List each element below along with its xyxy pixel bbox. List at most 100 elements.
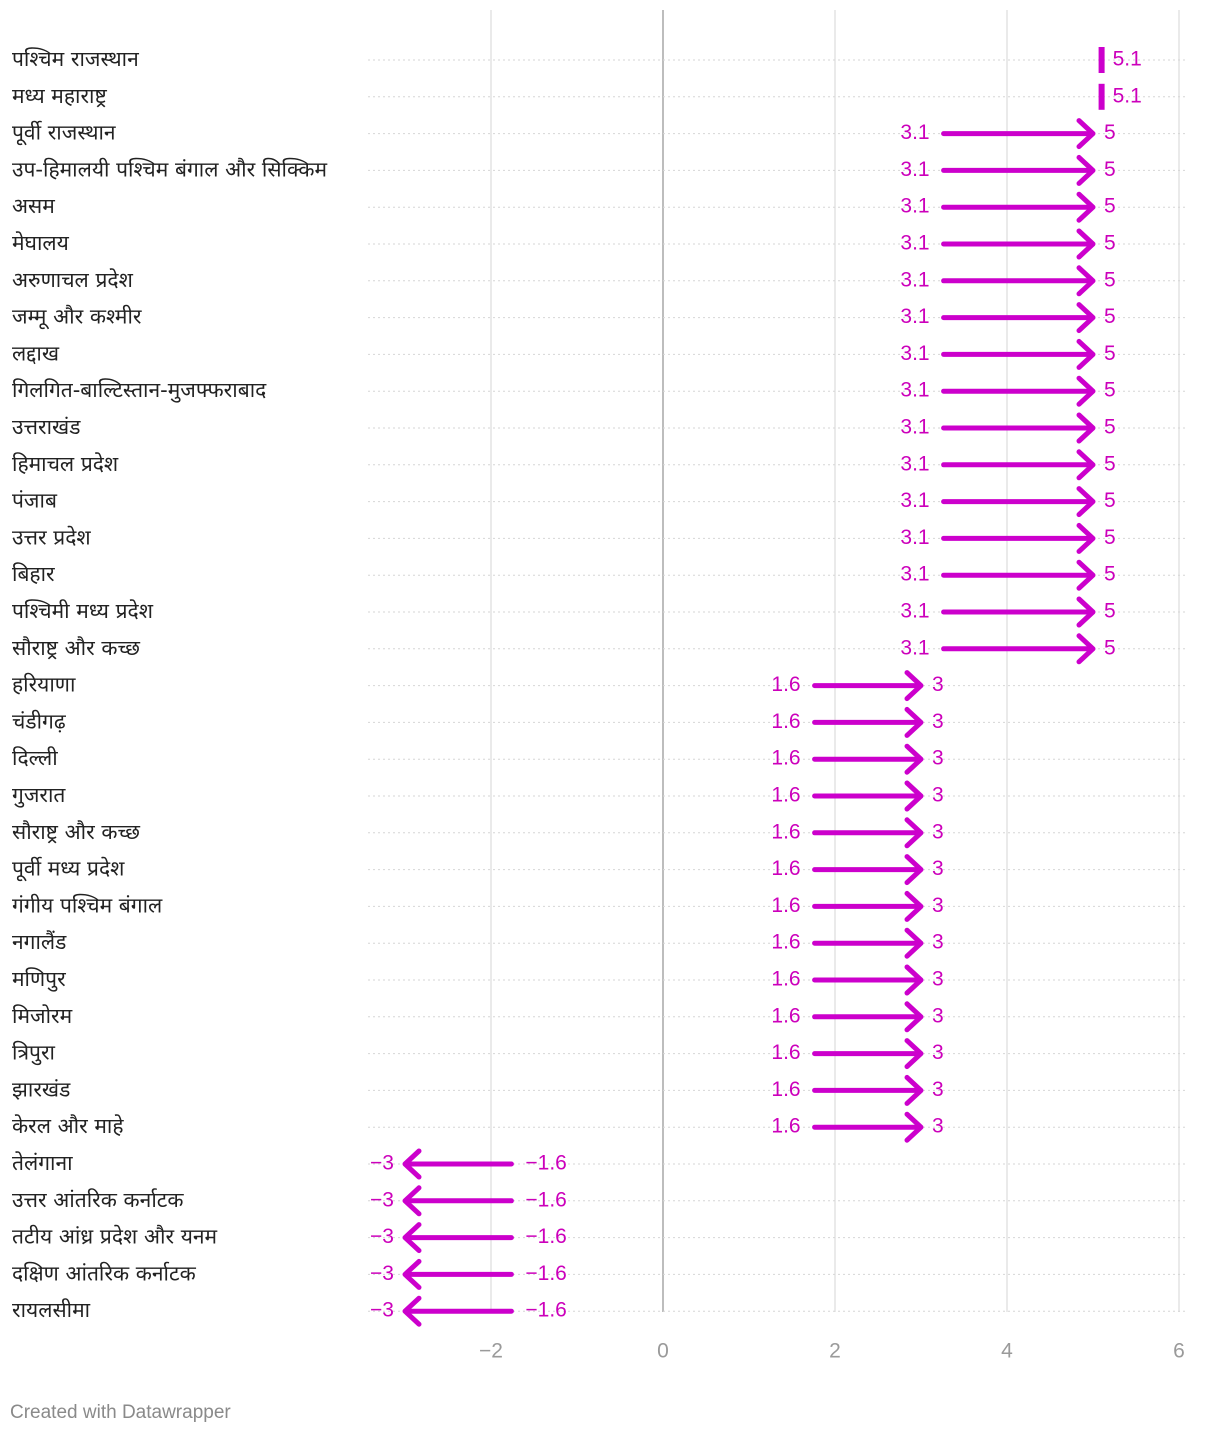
row-label: लद्दाख [12,341,60,365]
row-label: उप-हिमालयी पश्चिम बंगाल और सिक्किम [12,157,328,181]
arrow-row: उप-हिमालयी पश्चिम बंगाल और सिक्किम 3.1 5 [12,154,1188,186]
row-label: केरल और माहे [12,1114,124,1138]
start-value-label: 3.1 [900,600,929,623]
arrow-head [402,1148,422,1180]
row-label: गिलगित-बाल्टिस्तान-मुजफ्फराबाद [12,378,267,403]
end-value-label: 5.1 [1113,48,1142,71]
arrow-head [1076,154,1096,186]
arrow-head [904,1001,924,1033]
end-value-label: 5 [1104,636,1116,659]
row-label: रायलसीमा [12,1298,91,1322]
end-value-label: 3 [932,1004,944,1027]
arrow-head [904,706,924,738]
start-value-label: 1.6 [771,784,800,807]
start-value-label: 1.6 [771,1041,800,1064]
arrow-row: पश्चिमी मध्य प्रदेश 3.1 5 [12,596,1188,628]
arrow-head [1076,191,1096,223]
arrow-row: हिमाचल प्रदेश 3.1 5 [12,449,1188,481]
start-value-label: 3.1 [900,232,929,255]
row-label: झारखंड [12,1077,71,1101]
end-value-label: 5 [1104,379,1116,402]
arrow-row: उत्तराखंड 3.1 5 [12,412,1188,444]
arrow-row: चंडीगढ़ 1.6 3 [12,706,1188,738]
start-value-label: 3.1 [900,195,929,218]
end-value-label: 3 [932,747,944,770]
start-value-label: −1.6 [525,1188,566,1211]
end-value-label: 3 [932,784,944,807]
x-tick-label: 0 [657,1340,669,1363]
grid-layer [490,10,1180,1312]
end-value-label: −3 [370,1225,394,1248]
end-value-label: 5 [1104,563,1116,586]
arrow-chart: पश्चिम राजस्थान 5.1 मध्य महाराष्ट्र 5.1 पूर्… [12,10,1188,1363]
row-label: उत्तर प्रदेश [12,525,91,549]
arrow-head [904,817,924,849]
arrow-head [904,780,924,812]
end-value-label: 5 [1104,158,1116,181]
arrow-head [402,1258,422,1290]
start-value-label: 1.6 [771,1115,800,1138]
row-label: मिजोरम [12,1004,73,1028]
row-label: सौराष्ट्र और कच्छ [12,636,140,660]
start-value-label: 1.6 [771,931,800,954]
start-value-label: 1.6 [771,747,800,770]
arrow-head [904,964,924,996]
arrow-head [904,1111,924,1143]
arrow-row: पंजाब 3.1 5 [12,486,1188,518]
arrow-head [1076,412,1096,444]
arrow-row: मिजोरम 1.6 3 [12,1001,1188,1033]
arrow-head [402,1222,422,1254]
start-value-label: −1.6 [525,1225,566,1248]
row-label: बिहार [12,562,55,586]
arrow-row: अरुणाचल प्रदेश 3.1 5 [12,265,1188,297]
row-label: तटीय आंध्र प्रदेश और यनम [12,1225,218,1249]
arrow-row: मणिपुर 1.6 3 [12,964,1188,996]
start-value-label: 1.6 [771,820,800,843]
start-value-label: 3.1 [900,342,929,365]
row-label: पंजाब [12,489,58,513]
start-value-label: −1.6 [525,1299,566,1322]
arrow-head [1076,228,1096,260]
start-value-label: 3.1 [900,158,929,181]
x-tick-label: 4 [1001,1340,1013,1363]
end-value-label: 3 [932,1115,944,1138]
arrow-row: नगालैंड 1.6 3 [12,927,1188,959]
arrow-head [1076,522,1096,554]
arrow-head [904,927,924,959]
arrow-head [1076,302,1096,334]
start-value-label: 3.1 [900,563,929,586]
end-value-label: 5 [1104,305,1116,328]
arrow-row: झारखंड 1.6 3 [12,1074,1188,1106]
arrow-row: दिल्ली 1.6 3 [12,743,1188,775]
datawrapper-credit[interactable]: Created with Datawrapper [10,1402,231,1423]
end-value-label: 3 [932,1078,944,1101]
row-label: त्रिपुरा [12,1041,56,1066]
row-label: उत्तर आंतरिक कर्नाटक [12,1188,184,1212]
end-value-label: 5 [1104,600,1116,623]
arrow-head [1076,118,1096,150]
start-value-label: 3.1 [900,121,929,144]
start-value-label: 1.6 [771,710,800,733]
start-value-label: 3.1 [900,416,929,439]
start-value-label: 1.6 [771,857,800,880]
end-value-label: −3 [370,1152,394,1175]
row-label: मेघालय [12,231,70,255]
start-value-label: 3.1 [900,489,929,512]
arrow-row: लद्दाख 3.1 5 [12,338,1188,370]
arrow-row: बिहार 3.1 5 [12,559,1188,591]
arrow-row: सौराष्ट्र और कच्छ 1.6 3 [12,817,1188,849]
arrow-head [402,1185,422,1217]
arrow-head [1076,633,1096,665]
end-value-label: 3 [932,820,944,843]
end-value-label: −3 [370,1262,394,1285]
arrow-row: त्रिपुरा 1.6 3 [12,1038,1188,1070]
row-label: पश्चिमी मध्य प्रदेश [12,599,154,623]
start-value-label: −1.6 [525,1152,566,1175]
row-label: नगालैंड [12,930,67,954]
row-label: दिल्ली [12,746,58,770]
row-label: पश्चिम राजस्थान [12,47,139,71]
arrow-head [904,1038,924,1070]
start-value-label: −1.6 [525,1262,566,1285]
start-value-label: 1.6 [771,1078,800,1101]
arrow-head [904,743,924,775]
